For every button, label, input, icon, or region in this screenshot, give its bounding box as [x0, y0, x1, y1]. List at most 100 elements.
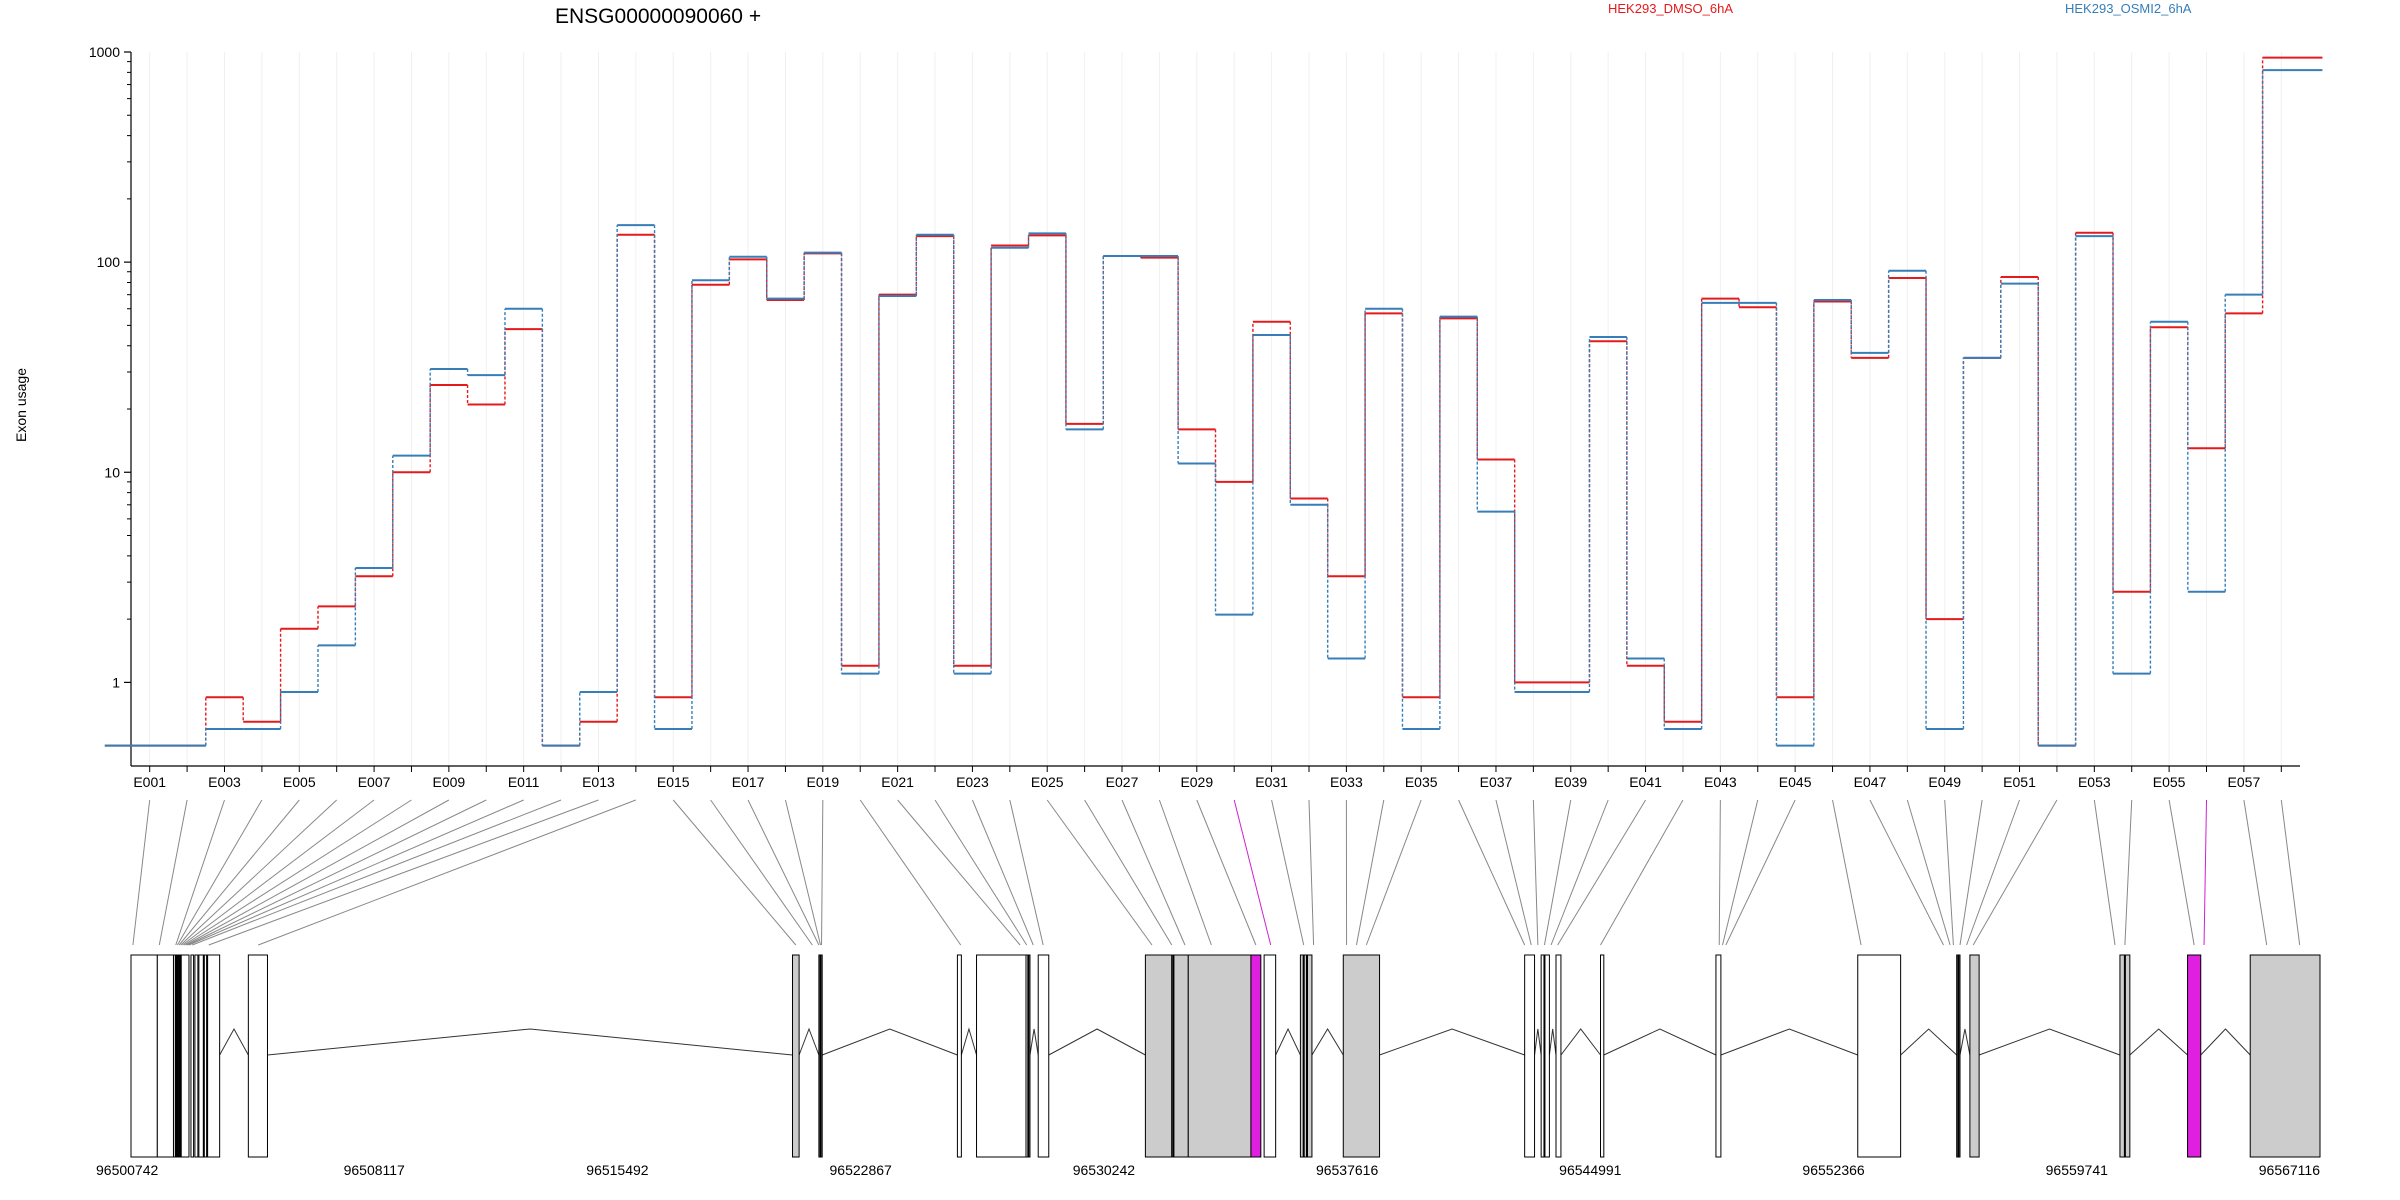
genomic-coordinate-label: 96515492	[586, 1162, 649, 1178]
exon-box	[156, 954, 174, 1158]
x-tick-label: E037	[1480, 774, 1513, 790]
exon-connector	[1600, 799, 1684, 946]
exon-connector	[158, 799, 188, 946]
genomic-coordinate-label: 96559741	[2046, 1162, 2109, 1178]
exon-box	[247, 954, 268, 1158]
x-tick-label: E015	[657, 774, 690, 790]
y-axis: 1 10 100 1000	[89, 44, 132, 766]
exon-connector	[1355, 799, 1385, 946]
y-tick-label: 1000	[89, 44, 120, 60]
intron-line	[1603, 1028, 1717, 1056]
x-tick-label: E051	[2003, 774, 2036, 790]
exon-connector	[934, 799, 1028, 946]
intron-line	[1029, 1028, 1039, 1056]
genomic-coordinate-label: 96567116	[2259, 1162, 2320, 1178]
series-dmso	[104, 56, 2323, 747]
exon-box	[1857, 954, 1902, 1158]
x-tick-label: E023	[956, 774, 989, 790]
exon-connector	[1725, 799, 1796, 946]
x-tick-label: E005	[283, 774, 316, 790]
genomic-coordinate-axis: 96500742 96508117 96515492 96522867 96530242…	[96, 1162, 2320, 1178]
exon-box	[1524, 954, 1536, 1158]
exon-connector	[175, 799, 225, 946]
exon-connector	[2168, 799, 2195, 946]
exon-connector	[2243, 799, 2268, 946]
exon-connector	[1308, 799, 1315, 946]
exon-connector	[1046, 799, 1153, 946]
legend-entry-dmso: HEK293_DMSO_6hA	[1608, 1, 1733, 16]
exon-box	[2187, 954, 2202, 1158]
x-tick-label: E025	[1031, 774, 1064, 790]
exon-box	[1187, 954, 1252, 1158]
exon-connector	[192, 799, 562, 946]
exon-box	[1600, 954, 1605, 1158]
exon-box	[1555, 954, 1562, 1158]
x-tick-label: E033	[1330, 774, 1363, 790]
genomic-coordinate-label: 96508117	[344, 1162, 405, 1178]
x-tick-label: E055	[2153, 774, 2186, 790]
intron-line	[1275, 1027, 1301, 1056]
exon-connector	[1158, 799, 1212, 946]
intron-line	[1548, 1028, 1557, 1056]
x-tick-label: E027	[1106, 774, 1139, 790]
x-tick-label: E009	[433, 774, 466, 790]
intron-line	[1534, 1028, 1542, 1056]
exon-connector	[1009, 799, 1044, 946]
genomic-coordinate-label: 96537616	[1316, 1162, 1379, 1178]
exon-box	[976, 954, 1027, 1158]
intron-line	[798, 1027, 820, 1056]
exon-box	[1037, 954, 1050, 1158]
intron-line	[1900, 1028, 1958, 1056]
exon-connector	[1557, 799, 1646, 946]
exon-connector	[1972, 799, 2058, 946]
exon-connector	[821, 799, 824, 946]
exon-connector	[258, 799, 637, 946]
exon-connector	[1532, 799, 1539, 946]
intron-line	[267, 1028, 793, 1056]
exon-connector	[177, 799, 263, 946]
exon-connector	[1722, 799, 1759, 946]
exon-connector	[180, 799, 338, 946]
exon-box	[792, 954, 800, 1158]
exon-connector	[2124, 799, 2133, 946]
x-tick-label: E039	[1554, 774, 1587, 790]
x-tick-label: E047	[1854, 774, 1887, 790]
exon-connector	[1495, 799, 1532, 946]
exon-box	[1715, 954, 1722, 1158]
genomic-coordinate-label: 96500742	[96, 1162, 159, 1178]
x-tick-label: E031	[1255, 774, 1288, 790]
exon-box	[1342, 954, 1381, 1158]
exon-connector	[710, 799, 813, 946]
exon-connector	[747, 799, 820, 946]
plot-title: ENSG00000090060 +	[555, 5, 761, 28]
x-tick-label: E057	[2228, 774, 2261, 790]
exon-connector	[1966, 799, 2020, 946]
legend-entry-osmi2: HEK293_OSMI2_6hA	[2065, 1, 2192, 16]
exon-box	[2249, 954, 2321, 1158]
x-tick-label: E043	[1704, 774, 1737, 790]
exon-connector	[2093, 799, 2116, 946]
intron-line	[2200, 1028, 2251, 1056]
exon-connector	[897, 799, 1021, 946]
y-axis-label: Exon usage	[13, 368, 29, 442]
intron-line	[1048, 1028, 1146, 1056]
gene-model	[130, 954, 2321, 1158]
exon-connector	[1233, 799, 1272, 946]
exon-connector	[859, 799, 962, 946]
exon-connector	[1550, 799, 1609, 946]
intron-line	[2129, 1028, 2188, 1056]
x-tick-label: E035	[1405, 774, 1438, 790]
x-tick-label: E017	[732, 774, 765, 790]
x-tick-label: E019	[806, 774, 839, 790]
x-tick-label: E021	[881, 774, 914, 790]
genomic-coordinate-label: 96544991	[1559, 1162, 1622, 1178]
x-tick-label: E029	[1180, 774, 1213, 790]
exon-connector	[1869, 799, 1944, 946]
exon-box	[198, 954, 221, 1158]
exon-connector-lines	[132, 799, 2301, 946]
exon-connector	[1718, 799, 1721, 946]
x-tick-label: E049	[1928, 774, 1961, 790]
exon-box	[1144, 954, 1173, 1158]
exon-connector	[1084, 799, 1173, 946]
